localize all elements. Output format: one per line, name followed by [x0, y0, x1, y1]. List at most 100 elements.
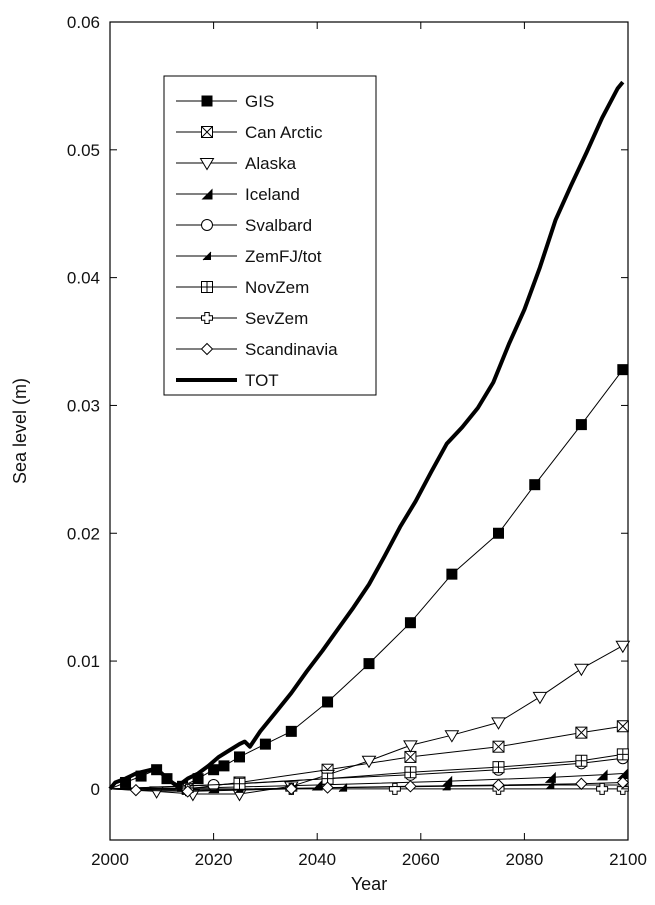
y-tick-label: 0.02 [67, 524, 100, 543]
legend-item-zemfj-tot: ZemFJ/tot [176, 247, 322, 266]
legend-item-scandinavia: Scandinavia [176, 340, 338, 359]
legend-marker-novzem [201, 281, 213, 293]
point-gis [259, 738, 271, 750]
legend-label-can-arctic: Can Arctic [245, 123, 323, 142]
series-novzem [109, 748, 629, 790]
point-gis [493, 527, 504, 539]
point-gis [363, 658, 375, 670]
x-tick-label: 2020 [195, 850, 233, 869]
series-line-gis [109, 369, 624, 790]
legend-item-iceland: Iceland [176, 185, 300, 204]
point-iceland [544, 771, 556, 783]
legend-box [163, 75, 377, 396]
point-scandinavia [181, 785, 194, 798]
y-tick-label: 0.03 [67, 396, 100, 415]
point-gis [135, 770, 147, 782]
legend-marker-zemfj-tot [202, 251, 212, 261]
legend-item-can-arctic: Can Arctic [176, 123, 323, 142]
legend: GIS Can Arctic Alaska Iceland Svalbard ZemFJ/… [163, 75, 377, 396]
ticks-layer: 2000 2020 2040 2060 2080 2100 0 0.01 0.02 0.03 0.0… [67, 13, 647, 869]
legend-label-tot: TOT [245, 371, 279, 390]
point-scandinavia [129, 783, 143, 797]
legend-marker-sevzem [201, 312, 213, 324]
point-zemfj-tot [545, 780, 555, 790]
point-scandinavia [616, 776, 630, 789]
point-gis [285, 725, 297, 737]
y-tick-label: 0.05 [67, 141, 100, 160]
point-alaska [532, 691, 548, 705]
legend-marker-scandinavia [200, 342, 214, 356]
point-novzem [233, 777, 246, 790]
series-line-tot [108, 80, 625, 791]
point-iceland [617, 768, 629, 780]
point-sevzem [596, 782, 609, 795]
legend-marker-can-arctic [201, 126, 213, 138]
legend-label-svalbard: Svalbard [245, 216, 312, 235]
point-scandinavia [321, 781, 334, 794]
point-gis [234, 751, 245, 763]
point-novzem [616, 748, 629, 761]
point-gis [192, 773, 204, 785]
legend-label-alaska: Alaska [245, 154, 297, 173]
legend-item-tot: TOT [176, 371, 279, 390]
point-novzem [492, 761, 505, 774]
legend-label-sevzem: SevZem [245, 309, 308, 328]
point-can-arctic [575, 726, 588, 739]
point-scandinavia [575, 777, 588, 790]
legend-item-svalbard: Svalbard [176, 216, 312, 235]
legend-marker-svalbard [201, 219, 213, 231]
y-tick-label: 0.01 [67, 652, 100, 671]
point-alaska [361, 755, 377, 769]
legend-label-scandinavia: Scandinavia [245, 340, 338, 359]
legend-label-zemfj-tot: ZemFJ/tot [245, 247, 322, 266]
legend-item-gis: GIS [176, 92, 274, 111]
point-alaska [615, 640, 631, 654]
y-tick-label: 0.06 [67, 13, 100, 32]
x-tick-label: 2000 [91, 850, 129, 869]
y-axis-title: Sea level (m) [10, 378, 30, 484]
point-gis [208, 764, 220, 776]
legend-marker-iceland [201, 188, 213, 200]
legend-label-iceland: Iceland [245, 185, 300, 204]
point-iceland [596, 769, 608, 781]
point-alaska [574, 663, 589, 677]
legend-label-novzem: NovZem [245, 278, 309, 297]
point-can-arctic [404, 750, 417, 763]
x-tick-label: 2080 [505, 850, 543, 869]
point-alaska [444, 730, 460, 743]
y-tick-label: 0 [91, 780, 100, 799]
x-tick-label: 2100 [609, 850, 647, 869]
series-tot [108, 80, 625, 791]
point-gis [617, 364, 629, 376]
legend-item-novzem: NovZem [176, 278, 309, 297]
point-alaska [403, 740, 418, 753]
legend-marker-alaska [199, 158, 215, 171]
point-scandinavia [285, 782, 298, 796]
point-alaska [491, 717, 506, 730]
point-scandinavia [492, 778, 505, 792]
point-sevzem [388, 782, 401, 795]
point-gis [218, 760, 230, 772]
point-gis [446, 568, 458, 580]
series-scandinavia [109, 776, 630, 798]
point-scandinavia [404, 780, 417, 793]
legend-marker-gis [201, 95, 213, 107]
x-tick-label: 2040 [298, 850, 336, 869]
point-can-arctic [616, 720, 629, 733]
point-can-arctic [492, 740, 505, 753]
point-gis [120, 776, 132, 788]
point-gis [322, 696, 334, 708]
legend-label-gis: GIS [245, 92, 274, 111]
series-gis [109, 364, 629, 792]
point-gis [529, 479, 541, 491]
point-novzem [575, 754, 588, 767]
point-gis [575, 419, 587, 431]
legend-item-sevzem: SevZem [176, 309, 308, 328]
y-tick-label: 0.04 [67, 269, 100, 288]
x-axis-title: Year [351, 874, 387, 894]
series-layer [108, 80, 631, 802]
point-gis [404, 617, 416, 629]
point-novzem [404, 766, 417, 779]
legend-item-alaska: Alaska [176, 154, 297, 173]
